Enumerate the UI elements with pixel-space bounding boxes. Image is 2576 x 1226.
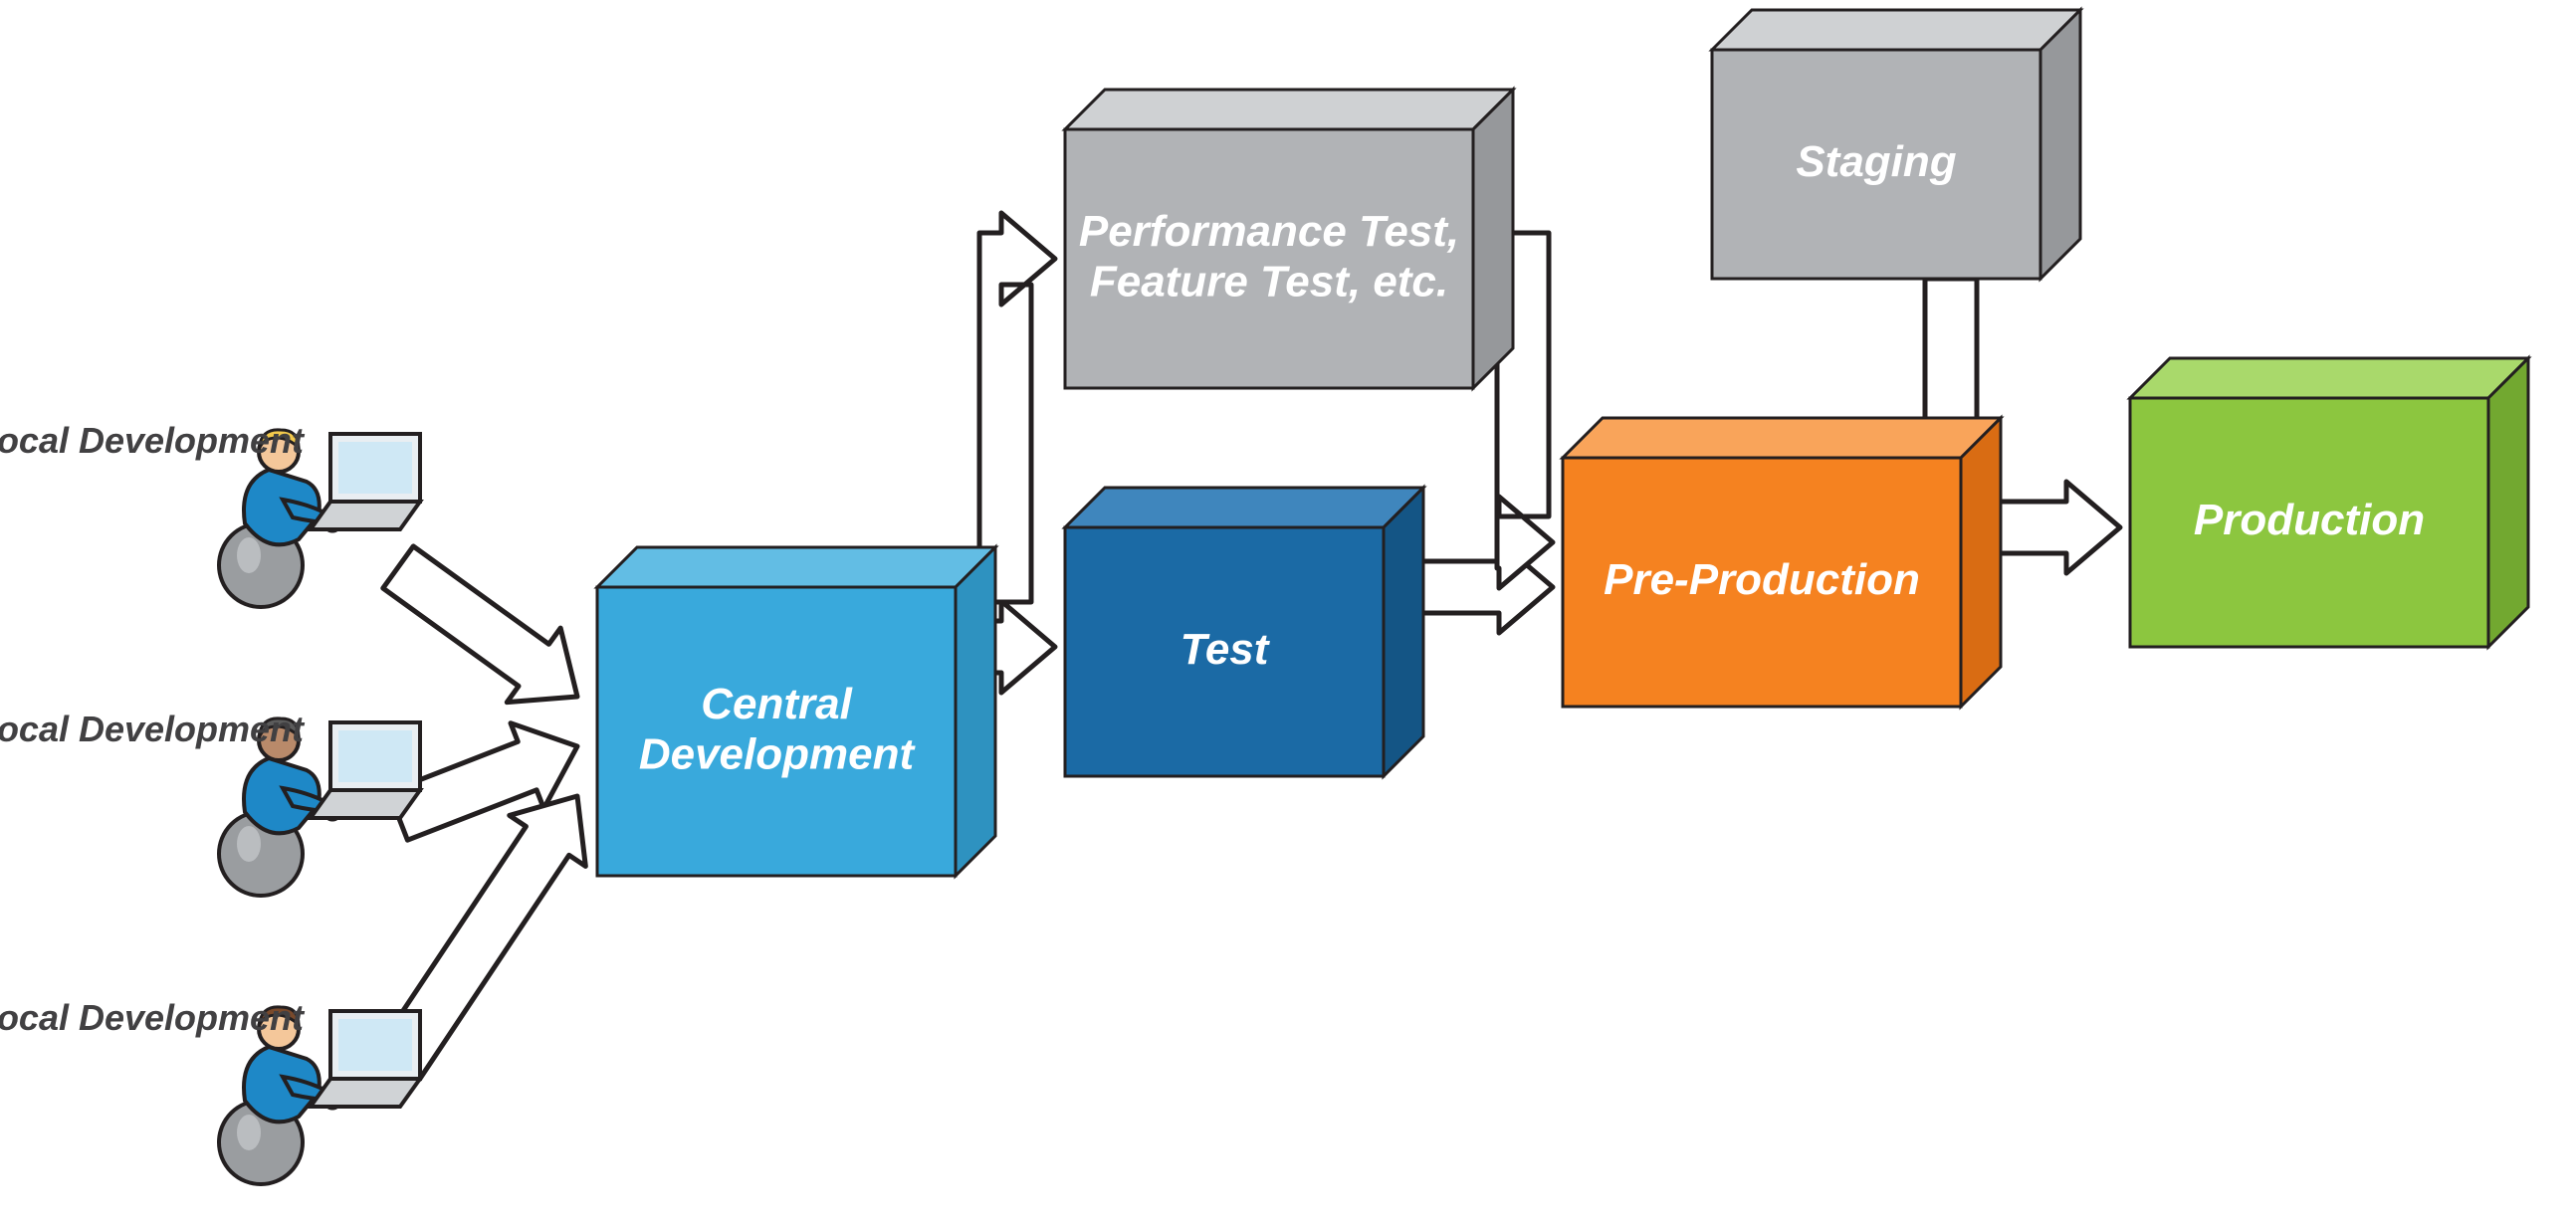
box-prod: Production bbox=[2130, 358, 2528, 647]
developer-label-2: Local Development bbox=[0, 997, 306, 1038]
box-staging: Staging bbox=[1712, 10, 2080, 279]
box-label-prod: Production bbox=[2194, 496, 2425, 544]
developer-icon-0: Local Development bbox=[0, 420, 420, 607]
arrow-dev1-to-central bbox=[371, 530, 604, 734]
developer-label-0: Local Development bbox=[0, 420, 306, 461]
box-test: Test bbox=[1065, 488, 1423, 776]
box-label-perf: Performance Test,Feature Test, etc. bbox=[1079, 207, 1459, 306]
box-label-staging: Staging bbox=[1796, 137, 1956, 186]
box-preprod: Pre-Production bbox=[1563, 418, 2001, 707]
developer-icon-1: Local Development bbox=[0, 709, 420, 896]
box-label-preprod: Pre-Production bbox=[1604, 555, 1920, 604]
box-label-test: Test bbox=[1181, 625, 1271, 674]
box-perf: Performance Test,Feature Test, etc. bbox=[1065, 90, 1513, 388]
developer-icon-2: Local Development bbox=[0, 997, 420, 1184]
arrow-central-to-perf bbox=[979, 213, 1055, 602]
developer-label-1: Local Development bbox=[0, 709, 306, 749]
box-central: CentralDevelopment bbox=[597, 547, 995, 876]
pipeline-diagram: CentralDevelopment Test Performance Test,F… bbox=[0, 0, 2576, 1226]
